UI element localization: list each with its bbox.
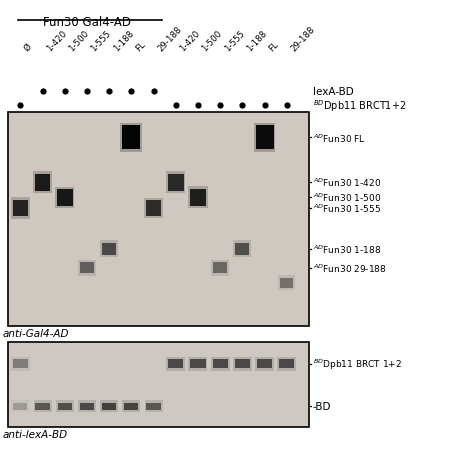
- Bar: [210, 357, 229, 371]
- Text: lexA-BD: lexA-BD: [313, 87, 354, 97]
- Bar: [122, 401, 140, 413]
- Text: $^{AD}$Fun30 1-188: $^{AD}$Fun30 1-188: [313, 243, 381, 255]
- Bar: [8, 342, 309, 427]
- Bar: [35, 174, 50, 191]
- Bar: [33, 172, 52, 194]
- Bar: [277, 357, 296, 371]
- Text: $^{AD}$Fun30 1-420: $^{AD}$Fun30 1-420: [313, 177, 381, 189]
- Text: Fun30 Gal4-AD: Fun30 Gal4-AD: [43, 16, 131, 29]
- Bar: [168, 359, 183, 369]
- Text: anti-lexA-BD: anti-lexA-BD: [2, 429, 67, 439]
- Bar: [102, 243, 116, 255]
- Text: $^{AD}$Fun30 FL: $^{AD}$Fun30 FL: [313, 132, 365, 144]
- Bar: [191, 359, 206, 369]
- Text: -BD: -BD: [313, 402, 331, 411]
- Bar: [190, 189, 206, 207]
- Bar: [13, 359, 28, 369]
- Text: 1-555: 1-555: [89, 28, 113, 53]
- Bar: [58, 403, 72, 410]
- Bar: [144, 198, 163, 218]
- Bar: [146, 201, 161, 216]
- Bar: [55, 187, 74, 208]
- Text: 1-500: 1-500: [201, 28, 224, 53]
- Text: 1-500: 1-500: [67, 28, 91, 53]
- Bar: [78, 260, 96, 276]
- Bar: [257, 359, 272, 369]
- Bar: [13, 403, 27, 410]
- Text: $^{AD}$Fun30 29-188: $^{AD}$Fun30 29-188: [313, 262, 387, 274]
- Text: 1-188: 1-188: [245, 28, 268, 53]
- Text: 29-188: 29-188: [156, 24, 183, 53]
- Bar: [235, 243, 249, 255]
- Text: 1-188: 1-188: [111, 28, 135, 53]
- Bar: [166, 357, 185, 371]
- Text: 1-420: 1-420: [45, 28, 69, 53]
- Text: $^{BD}$Dpb11 BRCT 1+2: $^{BD}$Dpb11 BRCT 1+2: [313, 357, 402, 371]
- Bar: [100, 241, 118, 257]
- Text: $^{AD}$Fun30 1-500: $^{AD}$Fun30 1-500: [313, 192, 381, 204]
- Bar: [102, 403, 116, 410]
- Bar: [233, 357, 252, 371]
- Text: $^{BD}$Dpb11 BRCT1+2: $^{BD}$Dpb11 BRCT1+2: [313, 98, 406, 113]
- Bar: [11, 401, 29, 413]
- Bar: [280, 278, 293, 288]
- Bar: [122, 126, 140, 150]
- Text: 1-420: 1-420: [178, 28, 202, 53]
- Bar: [56, 401, 74, 413]
- Bar: [233, 241, 251, 257]
- Text: 1-555: 1-555: [222, 28, 246, 53]
- Text: 29-188: 29-188: [289, 24, 317, 53]
- Bar: [12, 200, 28, 217]
- Bar: [255, 357, 274, 371]
- Bar: [145, 401, 163, 413]
- Bar: [212, 359, 228, 369]
- Bar: [213, 263, 227, 274]
- Text: FL: FL: [267, 39, 280, 53]
- Text: Ø: Ø: [23, 42, 34, 53]
- Text: FL: FL: [134, 39, 147, 53]
- Bar: [78, 401, 96, 413]
- Bar: [11, 357, 30, 371]
- Bar: [279, 359, 294, 369]
- Bar: [36, 403, 50, 410]
- Text: anti-Gal4-AD: anti-Gal4-AD: [2, 328, 69, 338]
- Bar: [278, 276, 295, 291]
- Bar: [211, 260, 229, 276]
- Bar: [80, 263, 94, 274]
- Bar: [235, 359, 250, 369]
- Bar: [124, 403, 138, 410]
- Bar: [34, 401, 52, 413]
- Bar: [80, 403, 94, 410]
- Bar: [120, 124, 142, 152]
- Bar: [8, 112, 309, 326]
- Bar: [189, 357, 208, 371]
- Bar: [168, 174, 183, 191]
- Bar: [166, 172, 185, 194]
- Text: $^{AD}$Fun30 1-555: $^{AD}$Fun30 1-555: [313, 202, 381, 215]
- Bar: [255, 126, 273, 150]
- Bar: [146, 403, 161, 410]
- Bar: [188, 187, 208, 209]
- Bar: [100, 401, 118, 413]
- Bar: [10, 198, 30, 219]
- Bar: [254, 124, 275, 152]
- Bar: [57, 190, 73, 206]
